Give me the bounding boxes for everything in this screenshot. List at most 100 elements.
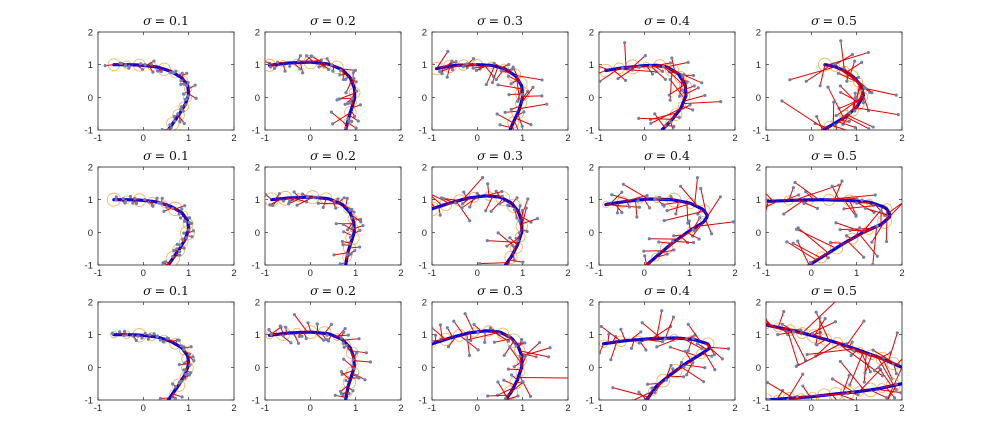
residual-segment	[466, 331, 501, 341]
y-tick-label: 0	[422, 228, 427, 239]
residual-segment	[837, 67, 849, 76]
residual-segment	[783, 194, 799, 202]
sample-point	[186, 94, 190, 98]
residual-segment	[869, 389, 887, 399]
axes-box	[765, 31, 903, 131]
residual-segment	[515, 117, 532, 126]
residual-segment	[511, 125, 515, 130]
residual-segment	[334, 334, 349, 337]
sample-point	[432, 339, 435, 343]
sample-point	[359, 220, 363, 224]
y-tick-label: 2	[589, 298, 594, 309]
sample-point	[688, 103, 692, 107]
sample-point	[189, 345, 193, 349]
residual-segment	[776, 390, 784, 400]
sample-point	[190, 235, 194, 239]
residual-segment	[861, 87, 897, 96]
residual-segment	[694, 177, 698, 206]
sample-point	[899, 391, 902, 395]
residual-segment	[786, 329, 799, 365]
y-tick-label: -1	[85, 126, 93, 137]
y-tick-label: 2	[589, 28, 594, 39]
sample-point	[461, 201, 465, 206]
sample-point	[173, 119, 177, 123]
sample-point	[272, 66, 277, 70]
sample-point	[298, 54, 302, 58]
sample-point	[355, 374, 359, 378]
residual-segment	[345, 264, 347, 265]
panel-title: σ = 0.3	[477, 283, 523, 298]
panel-data	[432, 312, 568, 400]
residual-segment	[839, 119, 850, 122]
residual-segment	[893, 363, 897, 374]
sample-point	[526, 89, 530, 94]
sample-point	[782, 309, 786, 314]
y-tick-label: 1	[255, 195, 260, 206]
residual-segment	[840, 227, 873, 231]
residual-segment	[797, 240, 810, 265]
sample-point	[434, 333, 438, 337]
sample-point	[664, 378, 668, 382]
sample-point	[860, 198, 864, 202]
sample-point	[599, 351, 602, 355]
panel-r1-c0: σ = 0.1 -1 0 1 2 -1 0 1 2	[85, 148, 237, 279]
residual-segment	[838, 98, 862, 109]
residual-segment	[509, 346, 523, 365]
residual-segment	[855, 227, 861, 237]
x-tick-label: 0	[475, 133, 480, 144]
fit-circle	[157, 62, 171, 76]
sample-point	[440, 72, 444, 76]
sample-point	[119, 61, 124, 65]
sample-point	[339, 370, 344, 374]
x-tick-label: 0	[809, 133, 814, 144]
sample-point	[842, 66, 846, 70]
residual-segment	[864, 354, 873, 374]
residual-segment	[856, 201, 870, 204]
sample-point	[517, 231, 522, 235]
sample-point	[492, 61, 496, 65]
sample-point	[671, 128, 675, 130]
title-value: = 0.3	[489, 283, 523, 298]
sample-point	[642, 249, 646, 253]
residual-segment	[693, 217, 701, 229]
sample-point	[823, 317, 827, 321]
residual-segment	[599, 70, 606, 74]
residual-segment	[662, 201, 683, 206]
residual-segment	[503, 379, 515, 386]
residual-segment	[350, 213, 362, 223]
sample-point	[894, 382, 898, 386]
panel-data	[103, 58, 198, 130]
sample-point	[719, 100, 723, 104]
sample-point	[660, 69, 665, 73]
sample-point	[140, 336, 144, 340]
sample-point	[184, 83, 189, 88]
axes-box	[598, 166, 736, 266]
sample-point	[349, 252, 353, 256]
sample-point	[839, 90, 843, 95]
fit-circle	[344, 106, 357, 119]
sample-point	[315, 322, 319, 326]
sample-point	[179, 79, 183, 83]
sample-point	[637, 341, 641, 345]
sample-point	[662, 219, 666, 223]
sample-point	[824, 418, 827, 421]
residual-segment	[518, 220, 523, 233]
fit-circle	[665, 119, 673, 127]
sample-point	[855, 201, 859, 205]
residual-segment	[497, 381, 508, 398]
sample-point	[712, 353, 716, 357]
sample-point	[853, 109, 857, 113]
residual-segment	[651, 326, 671, 340]
y-tick-label: 0	[88, 363, 93, 374]
sample-point	[326, 67, 331, 72]
sample-point	[620, 210, 624, 215]
residual-segment	[682, 338, 703, 350]
residual-segment	[455, 201, 471, 221]
residual-segment	[432, 203, 436, 209]
residual-segment	[643, 199, 651, 209]
sample-point	[637, 116, 641, 120]
sample-point	[338, 262, 342, 265]
sample-point	[496, 380, 500, 384]
sample-point	[339, 336, 343, 340]
sample-point	[877, 366, 881, 370]
